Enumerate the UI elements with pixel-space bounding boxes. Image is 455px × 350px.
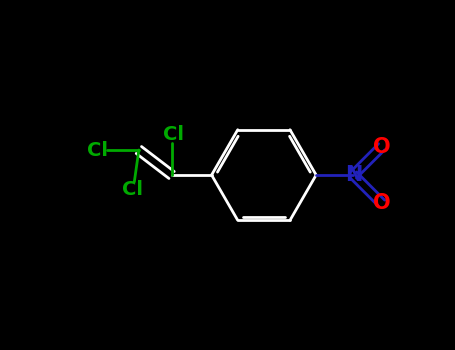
Text: N: N: [345, 165, 362, 185]
Text: Cl: Cl: [121, 181, 142, 199]
Text: O: O: [373, 193, 390, 213]
Text: O: O: [373, 137, 390, 157]
Text: Cl: Cl: [86, 140, 107, 160]
Text: Cl: Cl: [163, 126, 184, 145]
